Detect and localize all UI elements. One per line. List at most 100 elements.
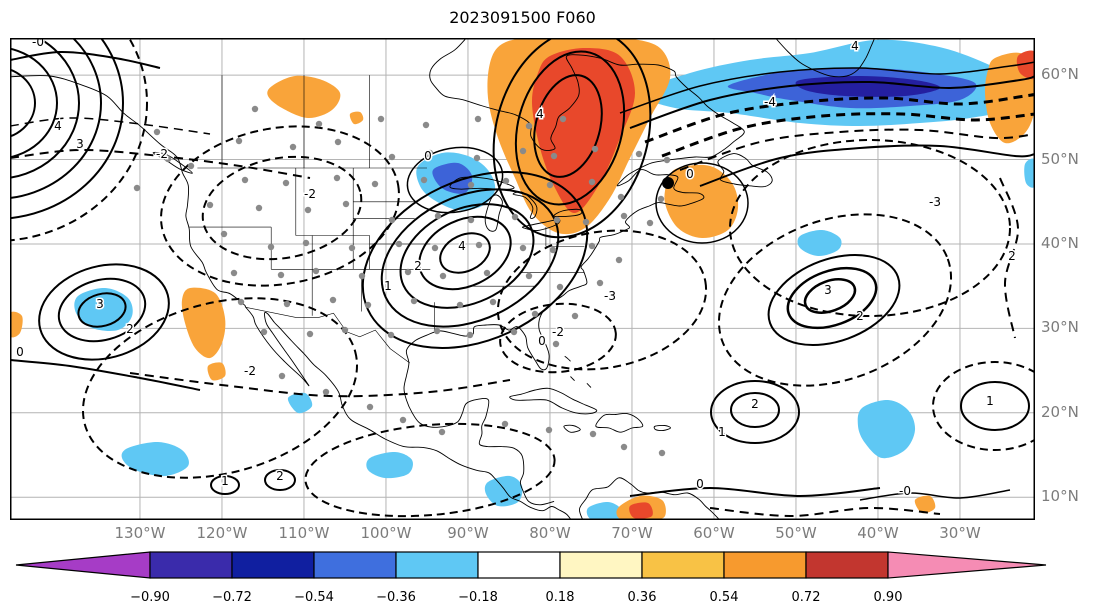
contour [10,359,201,391]
contour-label: 1 [718,425,726,439]
contour [679,128,1035,171]
x-tick-label: 90°W [447,524,489,542]
colorbar-tick-label: 0.90 [874,590,903,605]
contour [629,487,881,497]
filled-region [121,441,189,477]
contour [10,38,148,242]
colorbar-segment [641,551,725,579]
station-dot [388,216,396,224]
colorbar-segment [395,551,479,579]
contour [730,392,780,428]
station-dot [377,115,385,123]
station-dot [510,328,518,336]
filled-region [10,311,23,338]
station-dot [306,330,314,338]
colorbar-left-arrow [15,551,151,579]
contour [418,215,512,291]
contour-lines [10,38,1035,518]
contour-label: -4 [764,95,776,109]
filled-region [797,229,842,257]
y-tick-label: 60°N [1041,65,1079,84]
x-tick-label: 60°W [693,524,735,542]
contour [803,278,857,314]
contour [439,232,491,274]
contour [932,361,1035,451]
station-dot [501,420,509,428]
contour-label: 1 [221,474,229,488]
station-dot [466,331,474,339]
station-dot [334,138,342,146]
colorbar-segment [149,551,233,579]
coastline [403,38,745,506]
x-tick-label: 30°W [939,524,981,542]
colorbar-canvas: −0.90 −0.72 −0.54 −0.36 −0.18 0.18 0.36 0.54 0.7… [15,551,1047,605]
coastline [10,75,572,520]
contour [81,297,359,479]
colorbar-segment [723,551,807,579]
contour [492,38,652,239]
station-dot [615,256,623,264]
coastline [653,424,671,432]
contour-label: 2 [856,309,864,323]
contour [629,75,1035,129]
station-dot [646,219,654,227]
contour [160,125,400,287]
coastline [586,382,592,388]
colorbar-tick-label: −0.18 [458,590,498,605]
station-dot [371,180,379,188]
contour-label: 1 [986,394,994,408]
station-dot [237,298,245,306]
contour [77,292,127,328]
station-dot [531,310,539,318]
x-tick-label: 50°W [775,524,817,542]
coastline [509,387,598,415]
contour [57,277,147,343]
station-dot [133,184,141,192]
colorbar-tick-label: 0.36 [628,590,657,605]
x-tick-label: 130°W [114,524,166,542]
highlight-marker [662,177,674,189]
station-dot [235,137,243,145]
station-dot [489,298,497,306]
chart-title: 2023091500 F060 [449,8,596,27]
station-dot [546,181,554,189]
station-dot [467,181,475,189]
filled-region [795,76,941,97]
contour-label: 2 [414,259,422,273]
station-dot [420,176,428,184]
station-dot [591,145,599,153]
station-dot [658,449,666,457]
y-tick-label: 20°N [1041,402,1079,421]
contour-label: 0 [696,477,704,491]
contour-label: -0 [32,38,44,49]
contour [960,381,1030,431]
contour [859,489,1011,501]
contour-label: -2 [552,325,564,339]
station-dot [348,244,356,252]
colorbar-tick-label: 0.54 [710,590,739,605]
y-tick-label: 50°N [1041,149,1079,168]
contour [38,263,170,361]
anomaly-fills [10,38,1035,520]
station-dot [588,242,596,250]
filled-region [287,392,313,414]
contour-label: 1 [384,279,392,293]
x-tick-label: 40°W [857,524,899,542]
contour [999,177,1020,339]
contour-label: 4 [851,39,859,53]
station-dot [549,246,557,254]
contour-label: 4 [458,239,466,253]
station-dot [410,297,418,305]
coastline [484,194,503,232]
contour [710,380,800,444]
coastline [563,424,581,433]
contour [10,50,161,69]
filled-region [1024,158,1035,188]
station-dot [589,430,597,438]
station-dot [230,269,238,277]
station-dot [289,143,297,151]
contour-label: -0 [899,484,911,498]
x-tick-label: 70°W [611,524,653,542]
station-dot [663,156,671,164]
station-dot [251,105,259,113]
